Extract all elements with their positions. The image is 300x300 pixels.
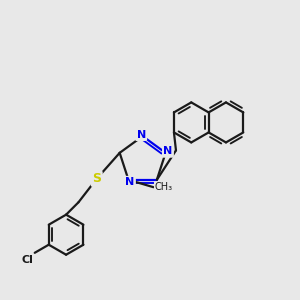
Text: S: S bbox=[92, 172, 101, 185]
Text: N: N bbox=[136, 130, 146, 140]
Text: N: N bbox=[163, 146, 172, 156]
Text: Cl: Cl bbox=[21, 255, 33, 265]
Text: CH₃: CH₃ bbox=[155, 182, 173, 192]
Text: N: N bbox=[125, 177, 134, 187]
